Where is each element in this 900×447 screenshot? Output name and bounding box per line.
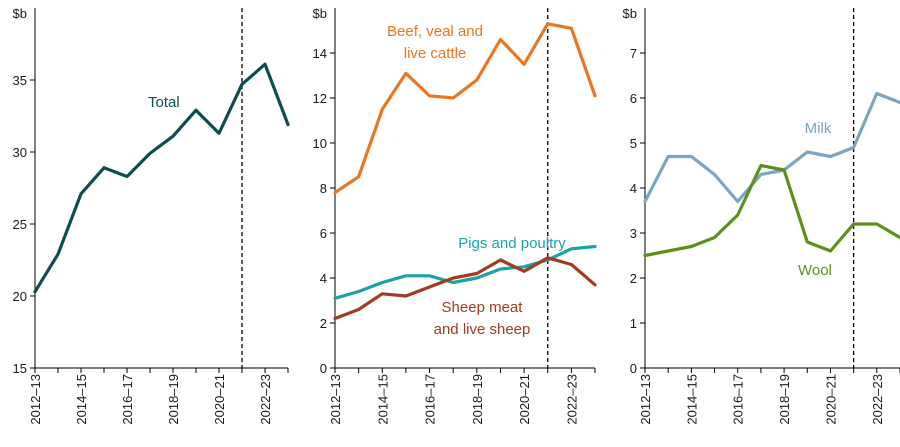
- y-tick-label: 1: [630, 316, 637, 331]
- unit-label: $b: [623, 6, 637, 21]
- unit-label: $b: [313, 6, 327, 21]
- series-line-beef-veal-and-live-cattle: [333, 22, 597, 195]
- y-tick-label: 5: [630, 136, 637, 151]
- panel-livestock-slaughterings: 0 2 4 6 8 10 12 14 $b 2012–13 2014–15 2016–17 2018–1…: [313, 6, 597, 425]
- series-line-sheep-meat-and-live-sheep: [333, 256, 597, 321]
- y-tick-label: 4: [320, 271, 327, 286]
- x-tick-label: 2020–21: [823, 374, 838, 425]
- y-tick-label: 4: [630, 181, 637, 196]
- x-tick-label: 2016–17: [731, 374, 746, 425]
- x-tick-label: 2020–21: [212, 374, 227, 425]
- y-tick-label: 15: [13, 361, 27, 376]
- series-label-pigs-and-poultry: Pigs and poultry: [458, 235, 566, 252]
- x-tick-label: 2022–23: [258, 374, 273, 425]
- series-label-sheep-meat-and-live-sheep: Sheep meat and live sheep: [434, 299, 531, 338]
- x-tick-label: 2018–19: [470, 374, 485, 425]
- y-tick-label: 30: [13, 145, 27, 160]
- unit-label: $b: [13, 6, 27, 21]
- x-tick-label: 2016–17: [423, 374, 438, 425]
- panel-total: 15 20 25 30 35 $b 2012–13 2014–15 2016–17 2018–19…: [13, 6, 290, 425]
- series-label-wool: Wool: [798, 262, 832, 279]
- x-tick-label: 2020–21: [517, 374, 532, 425]
- x-tick-label: 2018–19: [166, 374, 181, 425]
- y-tick-label: 2: [630, 271, 637, 286]
- y-tick-label: 6: [320, 226, 327, 241]
- y-tick-label: 0: [320, 361, 327, 376]
- y-tick-label: 25: [13, 217, 27, 232]
- y-tick-label: 3: [630, 226, 637, 241]
- y-tick-label: 35: [13, 73, 27, 88]
- y-tick-label: 6: [630, 91, 637, 106]
- series-line-total: [33, 62, 290, 294]
- y-tick-label: 7: [630, 46, 637, 61]
- x-tick-label: 2014–15: [375, 374, 390, 425]
- y-tick-label: 2: [320, 316, 327, 331]
- x-tick-label: 2016–17: [120, 374, 135, 425]
- x-tick-label: 2022–23: [564, 374, 579, 425]
- x-tick-label: 2014–15: [684, 374, 699, 425]
- y-tick-label: 8: [320, 181, 327, 196]
- series-label-beef-veal-and-live-cattle: Beef, veal and live cattle: [387, 23, 483, 62]
- y-tick-label: 14: [313, 46, 327, 61]
- x-tick-label: 2012–13: [328, 374, 343, 425]
- x-tick-label: 2012–13: [28, 374, 43, 425]
- x-tick-label: 2012–13: [638, 374, 653, 425]
- x-tick-label: 2014–15: [74, 374, 89, 425]
- y-tick-label: 12: [313, 91, 327, 106]
- y-tick-label: 10: [313, 136, 327, 151]
- series-line-wool: [643, 163, 900, 258]
- series-line-milk: [643, 91, 900, 204]
- series-label-milk: Milk: [805, 120, 832, 137]
- series-line-pigs-and-poultry: [333, 244, 597, 300]
- x-tick-label: 2018–19: [777, 374, 792, 425]
- panel-livestock-products: 0 1 2 3 4 5 6 7 $b 2012–13 2014–15 2016–17 2018–19 20…: [623, 6, 900, 425]
- x-tick-label: 2022–23: [870, 374, 885, 425]
- y-tick-label: 20: [13, 289, 27, 304]
- series-label-total: Total: [148, 94, 180, 111]
- y-tick-label: 0: [630, 361, 637, 376]
